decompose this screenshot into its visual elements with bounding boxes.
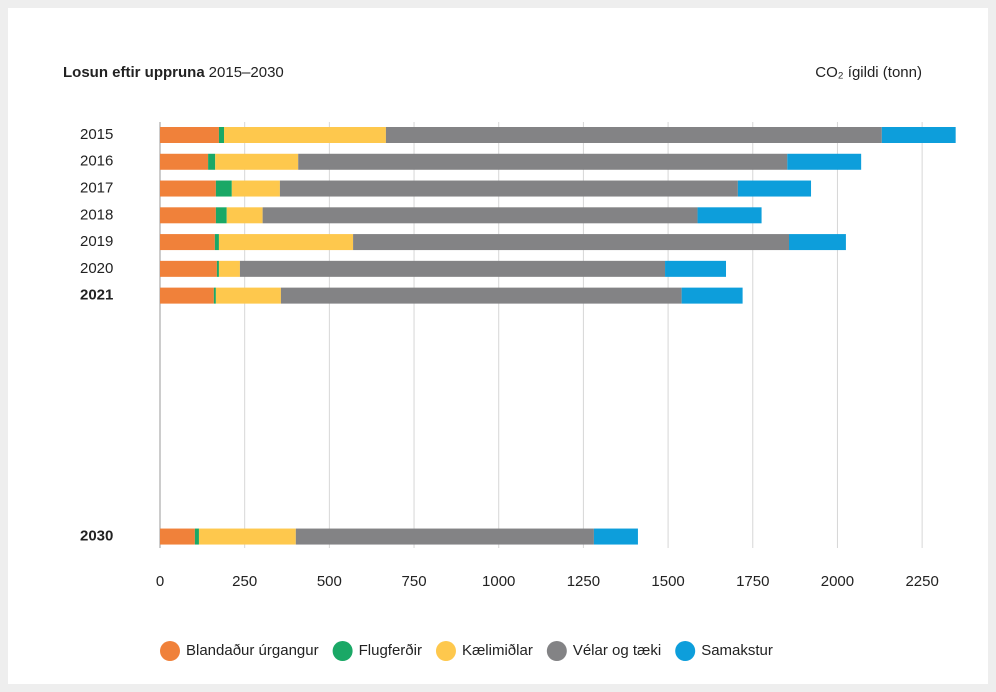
y-tick-label: 2021 [80, 287, 113, 304]
x-tick-label: 1500 [651, 573, 684, 590]
bar-segment [198, 528, 296, 545]
legend-swatch [546, 641, 567, 661]
bar-segment [160, 234, 215, 251]
bar-segment [593, 528, 638, 545]
bar-segment [160, 528, 195, 545]
bar-segment [239, 260, 666, 277]
x-tick-label: 2000 [821, 573, 854, 590]
bar-segment [160, 153, 209, 170]
legend-label: Vélar og tæki [573, 642, 661, 659]
y-tick-label: 2015 [80, 126, 113, 143]
axis-label: CO₂ ígildi (tonn) [815, 64, 922, 81]
bar-segment [279, 180, 738, 197]
bar-segment [385, 127, 882, 143]
legend-swatch [332, 641, 353, 661]
subtitle: 2015–2030 [209, 64, 284, 81]
legend-label: Kælimiðlar [462, 642, 533, 659]
title-bold: Losun eftir uppruna [63, 64, 205, 81]
bar-segment [194, 528, 199, 545]
x-tick-label: 1250 [567, 573, 600, 590]
x-tick-label: 500 [317, 573, 342, 590]
bar-segment [262, 207, 698, 224]
bar-segment [665, 260, 727, 277]
y-tick-label: 2017 [80, 180, 113, 197]
y-tick-label: 2018 [80, 206, 113, 223]
bar-segment [214, 234, 219, 251]
bar-segment [881, 127, 956, 143]
bar-segment [787, 153, 862, 170]
chart-title: Losun eftir uppruna 2015–2030 [63, 64, 284, 81]
bar-segment [215, 180, 232, 197]
legend-label: Samakstur [701, 642, 773, 659]
bar-segment [280, 287, 682, 304]
bar-segment [160, 287, 214, 304]
bar-segment [697, 207, 762, 224]
bar-segment [160, 260, 217, 277]
bar-segment [353, 234, 790, 251]
bar-segment [208, 153, 216, 170]
bar-segment [215, 153, 299, 170]
x-tick-label: 750 [402, 573, 427, 590]
x-tick-label: 1000 [482, 573, 515, 590]
x-tick-label: 1750 [736, 573, 769, 590]
bar-segment [215, 207, 227, 224]
y-tick-label: 2020 [80, 260, 113, 277]
bar-segment [226, 207, 263, 224]
bar-segment [218, 234, 354, 251]
legend-label: Blandaður úrgangur [186, 642, 319, 659]
y-tick-label: 2016 [80, 153, 113, 170]
bar-segment [224, 127, 386, 143]
bar-segment [216, 260, 219, 277]
legend-swatch [160, 641, 180, 661]
legend-label: Flugferðir [359, 642, 422, 659]
bar-segment [231, 180, 280, 197]
bar-segment [789, 234, 846, 251]
y-tick-label: 2030 [80, 528, 113, 545]
bar-segment [737, 180, 812, 197]
bar-segment [218, 127, 225, 143]
panel [8, 8, 988, 684]
x-tick-label: 250 [232, 573, 257, 590]
bar-segment [160, 207, 216, 224]
legend-swatch [675, 641, 696, 661]
bar-segment [160, 180, 216, 197]
bar-segment [215, 287, 281, 304]
bar-segment [213, 287, 216, 304]
bar-segment [298, 153, 788, 170]
legend-swatch [435, 641, 456, 661]
bar-segment [160, 127, 219, 143]
x-tick-label: 0 [156, 573, 164, 590]
bar-segment [218, 260, 240, 277]
bar-segment [681, 287, 743, 304]
y-tick-label: 2019 [80, 233, 113, 250]
bar-segment [295, 528, 594, 545]
x-tick-label: 2250 [905, 573, 938, 590]
